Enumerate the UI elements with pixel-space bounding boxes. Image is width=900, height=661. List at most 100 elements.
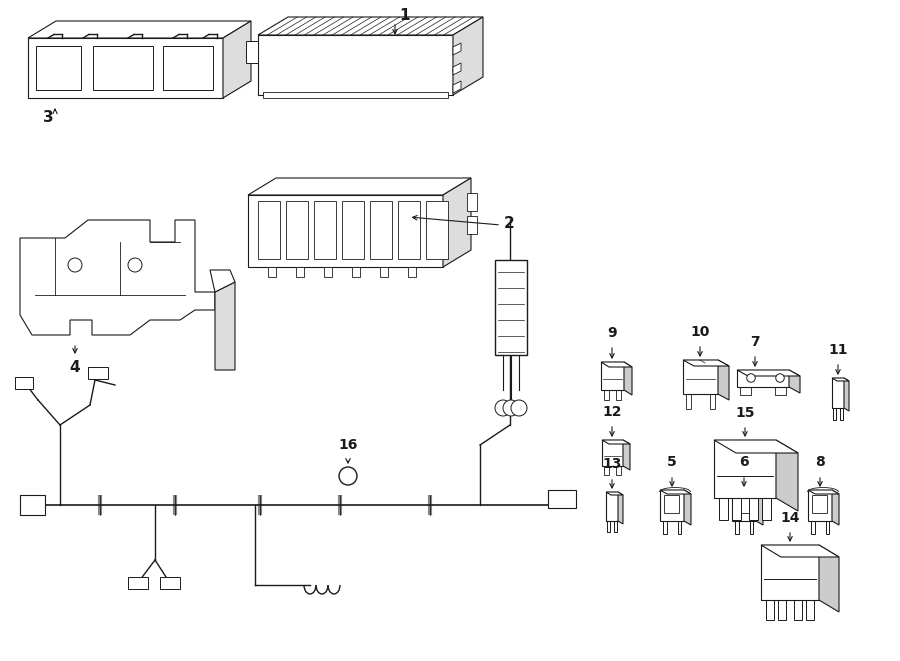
Circle shape (128, 258, 142, 272)
Circle shape (68, 258, 82, 272)
Bar (426, 201, 448, 259)
Bar (495, 260, 527, 355)
Text: 11: 11 (828, 343, 848, 357)
Polygon shape (623, 440, 630, 470)
Polygon shape (606, 492, 623, 495)
Text: 14: 14 (780, 511, 800, 525)
Polygon shape (28, 21, 251, 38)
Bar (766, 600, 774, 620)
Text: 13: 13 (602, 457, 622, 471)
Bar (736, 495, 751, 513)
Bar (833, 408, 836, 420)
Polygon shape (808, 490, 832, 521)
Polygon shape (453, 43, 461, 55)
Polygon shape (618, 492, 623, 524)
Text: 12: 12 (602, 405, 622, 419)
Polygon shape (223, 21, 251, 98)
Polygon shape (601, 362, 624, 390)
Bar (160, 577, 180, 589)
Text: 8: 8 (815, 455, 825, 469)
Bar (408, 267, 416, 277)
Polygon shape (761, 545, 819, 600)
Bar (749, 498, 758, 520)
Polygon shape (832, 490, 839, 525)
Bar (128, 577, 148, 589)
Bar (741, 387, 751, 395)
Text: 3: 3 (42, 110, 53, 126)
Text: 4: 4 (69, 360, 80, 375)
Polygon shape (624, 362, 632, 395)
Text: 5: 5 (667, 455, 677, 469)
Polygon shape (789, 370, 800, 393)
Bar (604, 466, 609, 475)
Bar (719, 498, 728, 520)
Circle shape (747, 373, 755, 382)
Bar (678, 521, 681, 534)
Polygon shape (20, 220, 215, 335)
Bar (778, 600, 786, 620)
Bar (840, 408, 842, 420)
Polygon shape (683, 360, 729, 366)
Bar (825, 521, 830, 534)
Text: 16: 16 (338, 438, 357, 452)
Bar (616, 466, 621, 475)
Polygon shape (714, 440, 776, 498)
Polygon shape (453, 81, 461, 93)
Bar (286, 201, 308, 259)
Bar (604, 390, 608, 400)
Bar (467, 193, 477, 211)
Circle shape (339, 467, 357, 485)
Polygon shape (210, 270, 235, 292)
Polygon shape (737, 370, 789, 387)
Bar (28, 38, 223, 98)
Bar (812, 495, 827, 513)
Polygon shape (602, 440, 623, 466)
Text: 6: 6 (739, 455, 749, 469)
Bar (342, 201, 364, 259)
Polygon shape (602, 440, 630, 444)
Polygon shape (606, 492, 618, 521)
Polygon shape (844, 378, 849, 411)
Polygon shape (683, 360, 718, 394)
Bar (380, 267, 388, 277)
Text: 9: 9 (608, 326, 616, 340)
Bar (794, 600, 802, 620)
Circle shape (495, 400, 511, 416)
Bar (314, 201, 336, 259)
Polygon shape (660, 490, 691, 494)
Bar (352, 267, 360, 277)
Bar (324, 267, 332, 277)
Bar (548, 490, 576, 508)
Polygon shape (660, 490, 684, 521)
Bar (258, 201, 280, 259)
Polygon shape (601, 362, 632, 367)
Bar (370, 201, 392, 259)
Polygon shape (443, 178, 471, 267)
Polygon shape (756, 490, 763, 525)
Bar (248, 195, 443, 267)
Circle shape (511, 400, 527, 416)
Bar (775, 387, 786, 395)
Text: 1: 1 (400, 7, 410, 22)
Bar (15, 377, 33, 389)
Polygon shape (737, 370, 800, 376)
Bar (709, 394, 715, 409)
Polygon shape (732, 490, 763, 494)
Polygon shape (215, 282, 235, 370)
Polygon shape (714, 440, 798, 453)
Bar (806, 600, 814, 620)
Bar (616, 390, 621, 400)
Bar (732, 498, 741, 520)
Bar (662, 521, 667, 534)
Bar (811, 521, 814, 534)
Polygon shape (776, 440, 798, 511)
Polygon shape (248, 178, 471, 195)
Bar (467, 216, 477, 234)
Polygon shape (808, 490, 839, 494)
Bar (93, 46, 153, 90)
Bar (687, 394, 691, 409)
Bar (20, 495, 45, 515)
Bar (664, 495, 679, 513)
Polygon shape (761, 545, 839, 557)
Polygon shape (453, 63, 461, 75)
